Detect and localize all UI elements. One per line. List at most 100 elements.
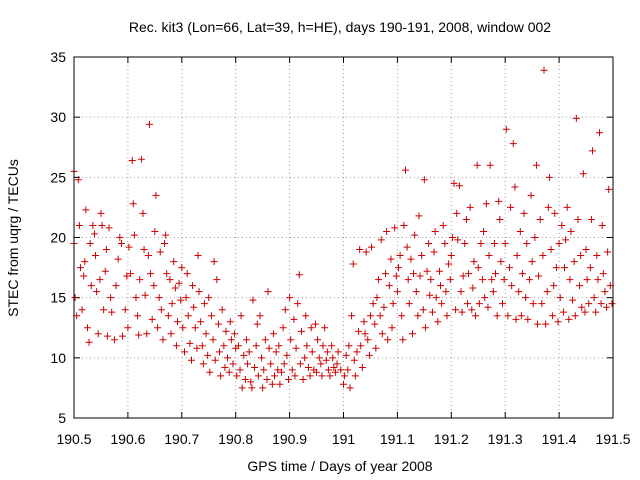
data-point	[214, 320, 222, 328]
data-point	[583, 276, 591, 284]
data-point	[330, 363, 338, 371]
data-point	[358, 363, 366, 371]
data-point	[452, 306, 460, 314]
data-point	[275, 342, 283, 350]
data-point	[345, 342, 353, 350]
data-point	[278, 368, 286, 376]
data-point	[597, 300, 605, 308]
data-point	[408, 330, 416, 338]
data-point	[94, 330, 102, 338]
y-tick-label: 20	[50, 230, 66, 246]
data-point	[594, 276, 602, 284]
data-point	[328, 342, 336, 350]
data-point	[271, 372, 279, 380]
data-point	[248, 384, 256, 392]
data-point	[376, 312, 384, 320]
data-point	[547, 246, 555, 254]
data-point	[459, 272, 467, 280]
data-point	[331, 368, 339, 376]
data-point	[227, 336, 235, 344]
data-point	[480, 227, 488, 235]
data-point	[135, 331, 143, 339]
data-point	[582, 246, 590, 254]
x-tick-label: 190.7	[164, 431, 199, 447]
data-point	[302, 312, 310, 320]
data-point	[315, 354, 323, 362]
data-point	[407, 255, 415, 263]
data-point	[375, 276, 383, 284]
data-point	[71, 294, 79, 302]
data-point	[532, 161, 540, 169]
data-point	[493, 312, 501, 320]
data-point	[125, 243, 133, 251]
data-point	[163, 270, 171, 278]
data-point	[545, 173, 553, 181]
data-point	[604, 248, 612, 256]
data-point	[539, 252, 547, 260]
data-point	[506, 264, 514, 272]
x-tick-label: 191.5	[595, 431, 630, 447]
data-point	[322, 356, 330, 364]
data-point	[98, 221, 106, 229]
data-point	[283, 351, 291, 359]
data-point	[556, 294, 564, 302]
data-point	[141, 291, 149, 299]
data-point	[531, 234, 539, 241]
data-point	[76, 264, 84, 272]
data-point	[504, 312, 512, 320]
data-point	[576, 282, 584, 290]
x-tick-label: 190.6	[110, 431, 145, 447]
data-point	[364, 336, 372, 344]
data-point	[260, 366, 268, 374]
data-point	[117, 240, 125, 248]
data-point	[603, 303, 611, 311]
data-point	[490, 240, 498, 248]
y-tick-label: 5	[58, 410, 66, 426]
data-point	[524, 315, 532, 323]
data-point	[369, 300, 377, 308]
data-point	[334, 348, 342, 356]
data-point	[280, 360, 288, 368]
data-point	[388, 324, 396, 332]
data-point	[124, 324, 132, 332]
data-point	[368, 243, 376, 251]
data-point	[486, 161, 494, 169]
data-point	[481, 294, 489, 302]
data-point	[154, 324, 162, 332]
data-point	[308, 348, 316, 356]
data-point	[206, 368, 214, 376]
data-point	[443, 312, 451, 320]
data-point	[590, 294, 598, 302]
data-point	[472, 312, 480, 320]
data-point	[378, 330, 386, 338]
data-point	[410, 270, 418, 278]
data-point	[473, 161, 481, 169]
data-point	[200, 300, 208, 308]
data-point	[605, 185, 613, 193]
data-point	[205, 294, 213, 302]
data-point	[348, 312, 356, 320]
data-point	[552, 264, 560, 272]
data-point	[365, 351, 373, 359]
data-point	[180, 348, 188, 356]
data-point	[167, 330, 175, 338]
data-point	[245, 348, 253, 356]
data-point	[265, 344, 273, 352]
data-point	[525, 276, 533, 284]
data-point	[598, 221, 606, 229]
y-tick-label: 30	[50, 109, 66, 125]
data-point	[570, 258, 578, 266]
data-point	[93, 288, 101, 296]
data-point	[221, 363, 229, 371]
data-point	[261, 336, 269, 344]
data-point	[601, 288, 609, 296]
data-point	[197, 318, 205, 326]
data-point	[286, 294, 294, 302]
data-point	[418, 252, 426, 260]
data-point	[288, 366, 296, 374]
data-point	[236, 366, 244, 374]
data-point	[551, 209, 559, 217]
data-point	[474, 264, 482, 272]
data-point	[394, 264, 402, 272]
